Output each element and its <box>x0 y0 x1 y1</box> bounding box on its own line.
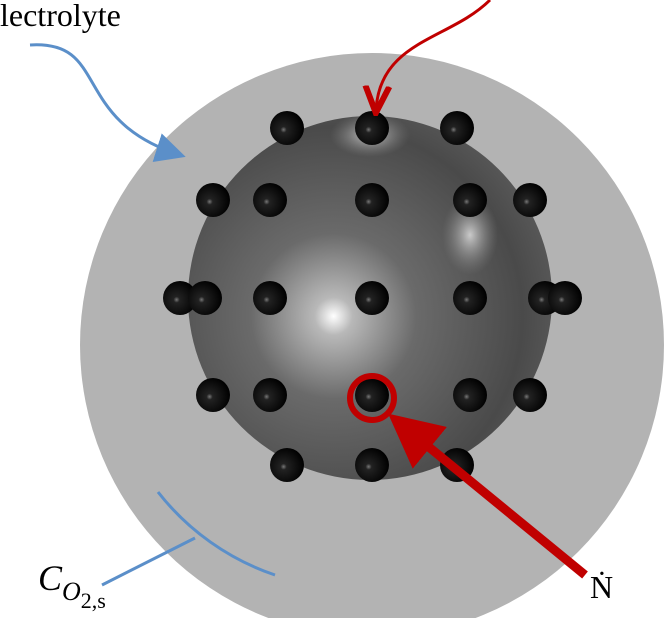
site <box>196 183 230 217</box>
site <box>355 183 389 217</box>
sub-subscript: 2,s <box>81 588 106 613</box>
site <box>453 378 487 412</box>
site <box>453 281 487 315</box>
site <box>196 378 230 412</box>
concentration-label: CO2,s <box>38 558 106 613</box>
site <box>253 183 287 217</box>
subscript: O <box>62 577 81 606</box>
site <box>453 183 487 217</box>
site <box>355 281 389 315</box>
site <box>253 378 287 412</box>
pointer-arrow <box>30 45 180 155</box>
site <box>270 448 304 482</box>
site <box>188 281 222 315</box>
site <box>253 281 287 315</box>
electrolyte-label: lectrolyte <box>0 0 121 33</box>
symbol: C <box>38 558 63 598</box>
site <box>548 281 582 315</box>
site <box>440 111 474 145</box>
site <box>355 448 389 482</box>
flux-label: Ṅ <box>590 569 613 605</box>
site <box>513 378 547 412</box>
site <box>513 183 547 217</box>
diagram: lectrolyte Ṅ CO2,s <box>0 0 667 618</box>
site <box>355 111 389 145</box>
site <box>270 111 304 145</box>
